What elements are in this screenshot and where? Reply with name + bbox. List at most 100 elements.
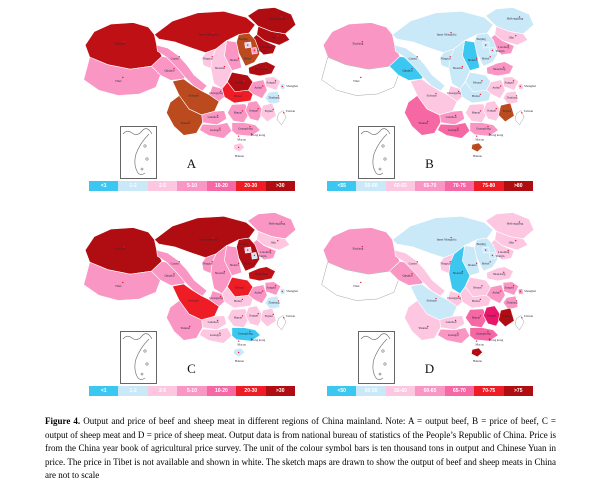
capital-dot-shaanxi: [461, 65, 464, 68]
legend-bin-1: 1-2: [118, 386, 148, 396]
province-ningxia: [201, 48, 217, 69]
province-jiangxi: [483, 100, 502, 122]
province-label-jiangxi: Jiangxi: [487, 108, 496, 112]
province-label-neimenggu: Inner Mongolia: [199, 32, 219, 36]
province-label-beijing: Beijing: [239, 37, 249, 41]
capital-dot-gansu: [178, 56, 180, 58]
province-label-guangxi: Guangxi: [448, 333, 459, 337]
china-map-d: Xinjiang Tibet Qinghai Gansu Inner Mongolia H…: [321, 212, 536, 363]
map-panel-b: Xinjiang Tibet Qinghai Gansu Inner Mongolia H…: [314, 6, 546, 202]
capital-dot-fujian: [510, 313, 512, 316]
province-label-hubei: Hubei: [234, 299, 242, 303]
capital-dot-qinghai: [173, 68, 175, 70]
legend-bin-5: 20-30: [236, 181, 266, 191]
province-label-sichuan: Sichuan: [188, 298, 199, 302]
legend-bin-6: >80: [503, 181, 533, 191]
province-label-hainan: Hainan: [235, 154, 244, 158]
province-label-sichuan: Sichuan: [426, 298, 437, 302]
legend-bin-3: 5-10: [177, 181, 207, 191]
province-label-hubei: Hubei: [472, 94, 480, 98]
province-label-chongqing: Chongqing: [447, 91, 461, 95]
legend-bar-a: <1 1-2 2-5 5-10 10-20 20-30 >30: [89, 181, 295, 191]
south-china-sea-inset-sketch: [120, 126, 157, 179]
province-label-qinghai: Qinghai: [164, 68, 174, 72]
province-heilongjiang: [485, 212, 535, 240]
province-guangdong: [231, 122, 261, 137]
province-label-yunnan: Yunnan: [418, 121, 428, 125]
capital-dot-tianjin: [491, 254, 494, 257]
capital-dot-hainan: [475, 351, 478, 354]
capital-dot-guangdong: [249, 331, 251, 333]
province-guangxi: [199, 122, 233, 139]
capital-dot-ningxia: [449, 261, 451, 263]
capital-dot-guangdong: [249, 126, 251, 128]
province-label-shandong: Shandong: [255, 272, 268, 276]
province-label-guangdong: Guangdong: [476, 126, 491, 130]
province-hubei: [459, 286, 492, 309]
legend-bin-3: 60-65: [415, 386, 445, 396]
province-label-neimenggu: Inner Mongolia: [437, 32, 457, 36]
legend-bar-b: <55 55-60 60-65 65-70 70-75 75-80 >80: [327, 181, 533, 191]
province-label-hubei: Hubei: [472, 299, 480, 303]
province-label-guangdong: Guangdong: [238, 331, 253, 335]
province-label-shanghai: Shanghai: [286, 289, 298, 293]
capital-dot-neimenggu: [450, 237, 452, 239]
legend-bin-4: 10-20: [206, 181, 237, 191]
capital-dot-sichuan: [435, 297, 437, 300]
capital-dot-chongqing: [457, 295, 460, 298]
capital-dot-macau: [237, 135, 240, 137]
province-label-qinghai: Qinghai: [164, 273, 174, 277]
capital-dot-hongkong: [250, 133, 253, 135]
capital-dot-fujian: [272, 313, 274, 316]
capital-dot-hebei: [489, 56, 491, 58]
capital-dot-hubei: [241, 298, 244, 301]
province-zhejiang: [264, 295, 281, 310]
province-label-shanxi: Shanxi: [230, 58, 239, 62]
province-label-hunan: Hunan: [472, 316, 481, 320]
province-label-shaanxi: Shaanxi: [215, 271, 225, 275]
province-guangdong: [469, 122, 499, 137]
capital-dot-hainan: [237, 146, 240, 149]
province-label-jilin: Jilin: [509, 240, 515, 244]
capital-dot-tianjin: [253, 254, 256, 257]
capital-dot-yunnan: [189, 120, 191, 123]
capital-dot-gansu: [416, 261, 418, 263]
legend-bin-0: <50: [327, 386, 357, 396]
province-heilongjiang: [247, 212, 297, 240]
capital-dot-henan: [481, 285, 483, 287]
province-label-guizhou: Guizhou: [208, 320, 219, 324]
province-chongqing: [208, 85, 225, 102]
capital-dot-macau: [475, 340, 478, 342]
province-label-shanghai: Shanghai: [524, 84, 536, 88]
capital-dot-henan: [481, 80, 483, 82]
province-label-jiangxi: Jiangxi: [249, 313, 258, 317]
province-label-zhejiang: Zhejiang: [268, 96, 280, 100]
province-label-xizang: Tibet: [353, 284, 360, 288]
province-label-shanxi: Shanxi: [230, 263, 239, 267]
capital-dot-qinghai: [173, 273, 175, 275]
province-label-hongkong: Hong kong: [489, 338, 503, 342]
capital-dot-guizhou: [454, 114, 457, 117]
capital-dot-shaanxi: [223, 270, 226, 273]
province-label-macau: Macau: [475, 138, 484, 142]
legend-bar-d: <50 50-55 55-60 60-65 65-70 70-75 >75: [327, 386, 533, 396]
capital-dot-anhui: [500, 290, 502, 292]
capital-dot-jilin: [277, 240, 279, 242]
province-label-hubei: Hubei: [234, 94, 242, 98]
province-label-guangxi: Guangxi: [210, 128, 221, 132]
capital-dot-hubei: [479, 298, 482, 301]
capital-dot-hebei: [251, 56, 253, 58]
capital-dot-guizhou: [216, 319, 219, 322]
capital-dot-liaoning: [507, 44, 509, 47]
capital-dot-shanxi: [475, 262, 478, 264]
china-map-b: Xinjiang Tibet Qinghai Gansu Inner Mongolia H…: [321, 7, 536, 158]
province-label-xinjiang: Xinjiang: [352, 41, 363, 45]
province-fujian: [498, 307, 515, 328]
capital-dot-anhui: [262, 85, 264, 87]
capital-dot-anhui: [262, 290, 264, 292]
capital-dot-jiangsu: [512, 80, 515, 82]
province-label-heilongjiang: Heilongjiang: [507, 17, 524, 21]
capital-dot-hunan: [241, 110, 244, 112]
legend-bin-2: 55-60: [385, 386, 416, 396]
province-label-xizang: Tibet: [115, 79, 122, 83]
